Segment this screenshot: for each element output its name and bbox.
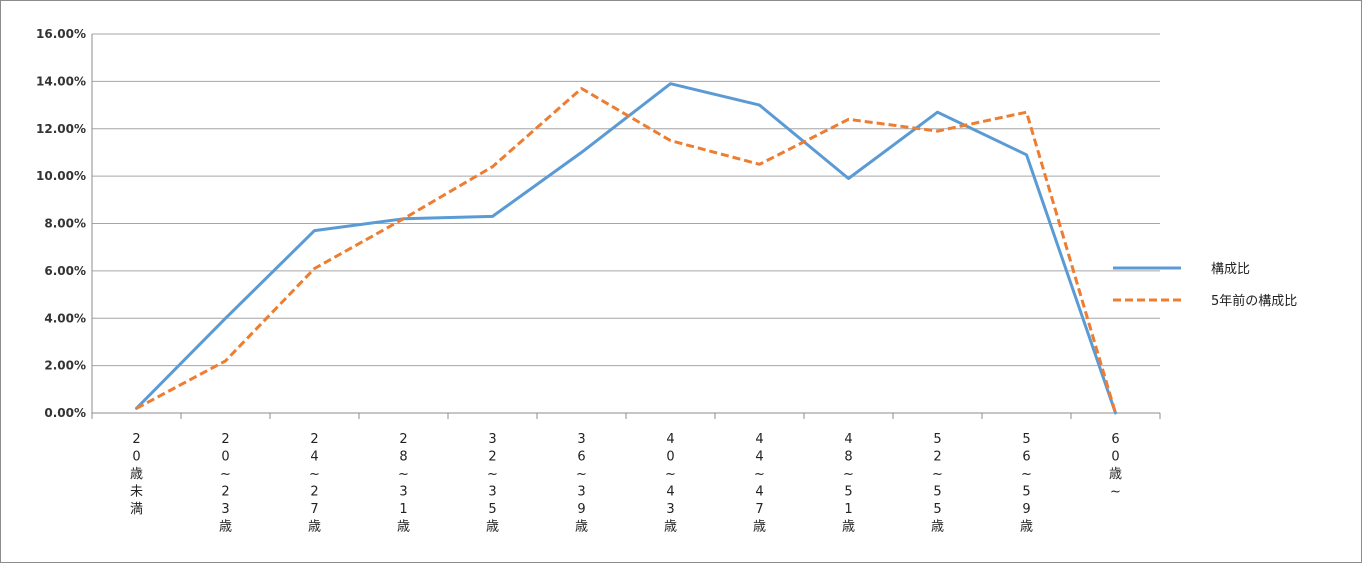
legend: 構成比 5年前の構成比	[1113, 262, 1297, 309]
x-tick-label: 3 2 ~3 5 歳	[486, 432, 499, 535]
y-tick-label: 8.00%	[44, 217, 86, 231]
y-tick-label: 12.00%	[36, 122, 86, 136]
series-lines	[135, 82, 1117, 415]
x-tick-label: 4 8 ~5 1 歳	[842, 432, 855, 535]
series-line-1	[135, 82, 1117, 415]
x-tick-label: 5 6 ~5 9 歳	[1020, 432, 1033, 535]
x-tick-label: 5 2 ~5 5 歳	[931, 432, 944, 535]
y-tick-label: 2.00%	[44, 359, 86, 373]
x-tick-label: 6 0 歳~	[1109, 432, 1122, 500]
y-tick-label: 16.00%	[36, 27, 86, 41]
y-tick-label: 10.00%	[36, 169, 86, 183]
y-tick-label: 4.00%	[44, 311, 86, 325]
axes	[91, 34, 1161, 419]
y-tick-label: 0.00%	[44, 406, 86, 420]
x-tick-label: 2 0 ~2 3 歳	[219, 432, 232, 535]
y-tick-label: 14.00%	[36, 74, 86, 88]
series-line-2	[135, 87, 1117, 414]
x-tick-label: 2 8 ~3 1 歳	[397, 432, 410, 535]
y-tick-label: 6.00%	[44, 264, 86, 278]
x-tick-label: 4 0 ~4 3 歳	[664, 432, 677, 535]
legend-label: 5年前の構成比	[1211, 293, 1297, 309]
x-axis-tick-labels: 2 0 歳未満 2 0 ~2 3 歳 2 4 ~2 7 歳 2 8 ~3 1 歳 3 2 ~3 5 歳 3 6 ~3 9 歳 4 0 ~4 3…	[130, 432, 1122, 535]
gridlines	[92, 33, 1160, 367]
x-tick-label: 2 0 歳未満	[130, 432, 143, 517]
y-axis-tick-labels: 0.00% 2.00% 4.00% 6.00% 8.00% 10.00% 12.00% 14.…	[36, 27, 86, 420]
x-tick-label: 4 4 ~4 7 歳	[753, 432, 766, 535]
legend-label: 構成比	[1211, 262, 1250, 277]
x-tick-label: 3 6 ~3 9 歳	[575, 432, 588, 535]
x-tick-label: 2 4 ~2 7 歳	[308, 432, 321, 535]
